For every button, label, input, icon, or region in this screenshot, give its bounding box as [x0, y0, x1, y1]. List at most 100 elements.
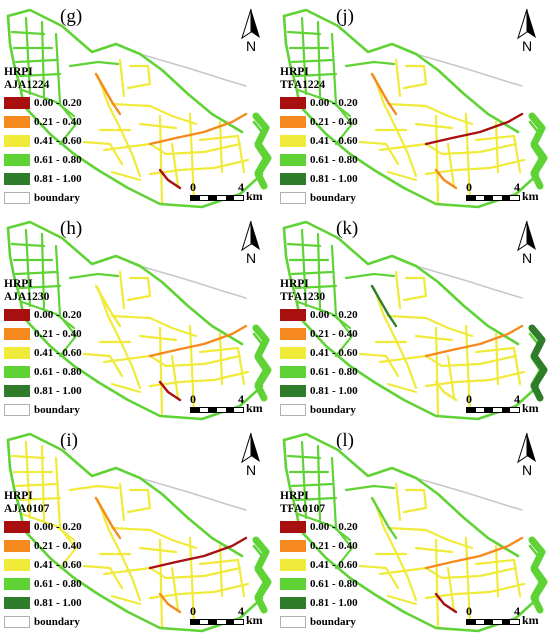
road-network-map — [282, 432, 548, 633]
legend-label: 0.00 - 0.20 — [34, 308, 82, 321]
road-segment — [296, 300, 352, 330]
legend-swatch — [280, 327, 306, 340]
road-segment — [300, 440, 338, 530]
map-panel-i: (i) N HRPI AJA0107 0.00 - 0.20 0.21 - 0.40 0.4… — [0, 428, 272, 638]
road-segment — [434, 168, 458, 190]
road-segment — [118, 58, 152, 98]
road-segment — [300, 16, 338, 106]
scale-end: 4 — [238, 392, 244, 406]
road-segment — [386, 122, 454, 182]
legend-label: 0.61 - 0.80 — [34, 365, 82, 378]
road-segment — [370, 496, 398, 540]
legend-item: boundary — [4, 189, 114, 206]
road-segment — [10, 454, 62, 502]
road-segment — [10, 30, 62, 78]
legend-label: 0.61 - 0.80 — [310, 153, 358, 166]
road-segment — [68, 60, 120, 68]
legend-swatch — [4, 520, 30, 533]
road-segment — [110, 122, 178, 182]
legend-label: 0.41 - 0.60 — [34, 558, 82, 571]
legend-swatch — [4, 577, 30, 590]
road-segment — [110, 526, 198, 550]
legend-item: boundary — [4, 613, 114, 630]
road-segment — [102, 566, 242, 580]
road-segment — [110, 314, 198, 338]
road-segment — [296, 512, 352, 542]
boundary-line — [415, 477, 523, 511]
road-segment — [94, 284, 122, 328]
road-segment — [6, 432, 142, 480]
legend: HRPI AJA1224 0.00 - 0.20 0.21 - 0.40 0.41 - … — [4, 66, 114, 206]
road-segment — [148, 582, 250, 600]
north-arrow-icon: N — [238, 432, 264, 478]
legend-label: 0.61 - 0.80 — [34, 577, 82, 590]
legend-label: 0.00 - 0.20 — [310, 96, 358, 109]
road-segment — [378, 566, 518, 580]
legend-label: boundary — [34, 191, 80, 204]
road-segment — [170, 346, 246, 400]
legend-label: 0.61 - 0.80 — [310, 577, 358, 590]
legend-index-name: AJA1230 — [4, 291, 50, 303]
road-segment — [372, 74, 418, 178]
legend-swatch — [4, 596, 30, 609]
legend-swatch — [4, 308, 30, 321]
road-segment — [414, 476, 520, 558]
road-segment — [6, 8, 142, 56]
road-segment — [358, 340, 408, 378]
road-segment — [158, 592, 182, 614]
road-segment — [424, 536, 524, 570]
road-segment — [386, 314, 474, 338]
road-network-map — [6, 220, 272, 421]
legend-swatch — [4, 327, 30, 340]
legend-label: 0.81 - 1.00 — [34, 172, 82, 185]
scale-bar: 0 4 km — [466, 392, 546, 420]
legend-swatch — [4, 558, 30, 571]
legend-label: boundary — [310, 615, 356, 628]
legend-swatch — [280, 520, 306, 533]
legend-label: 0.41 - 0.60 — [34, 134, 82, 147]
road-segment — [358, 552, 408, 590]
legend-label: 0.41 - 0.60 — [34, 346, 82, 359]
legend-item: 0.41 - 0.60 — [280, 132, 390, 149]
road-segment — [138, 264, 244, 346]
map-panel-j: (j) N HRPI TFA1224 0.00 - 0.20 0.21 - 0.40 0.4… — [276, 4, 548, 214]
east-band — [252, 536, 272, 614]
legend-item: 0.00 - 0.20 — [280, 306, 390, 323]
road-segment — [434, 380, 458, 402]
scale-bar: 0 4 km — [190, 392, 270, 420]
legend-item: 0.61 - 0.80 — [280, 363, 390, 380]
legend-swatch — [4, 346, 30, 359]
road-segment — [6, 14, 26, 108]
road-segment — [344, 272, 396, 280]
road-segment — [148, 370, 250, 388]
road-segment — [58, 314, 78, 358]
legend-label: boundary — [310, 403, 356, 416]
panel-label: (g) — [60, 6, 83, 27]
road-network-map — [6, 8, 272, 209]
road-segment — [170, 134, 246, 188]
north-label: N — [245, 462, 257, 478]
road-segment — [446, 346, 522, 400]
legend-label: 0.41 - 0.60 — [310, 558, 358, 571]
road-segment — [300, 228, 338, 318]
legend-label: boundary — [34, 403, 80, 416]
road-segment — [158, 168, 182, 190]
north-arrow-icon: N — [514, 220, 540, 266]
road-segment — [158, 112, 224, 206]
road-segment — [138, 476, 244, 558]
legend-item: 0.00 - 0.20 — [4, 306, 114, 323]
road-segment — [434, 324, 500, 418]
road-segment — [446, 558, 522, 612]
north-label: N — [521, 250, 533, 266]
road-segment — [138, 52, 244, 134]
road-segment — [20, 300, 76, 330]
road-segment — [110, 102, 198, 126]
north-label: N — [521, 462, 533, 478]
boundary-line — [139, 265, 247, 299]
north-arrow-icon: N — [514, 432, 540, 478]
road-segment — [394, 482, 428, 522]
road-segment — [386, 526, 474, 550]
legend-swatch — [280, 308, 306, 321]
road-segment — [344, 484, 396, 492]
scale-bar-segments — [190, 407, 244, 413]
